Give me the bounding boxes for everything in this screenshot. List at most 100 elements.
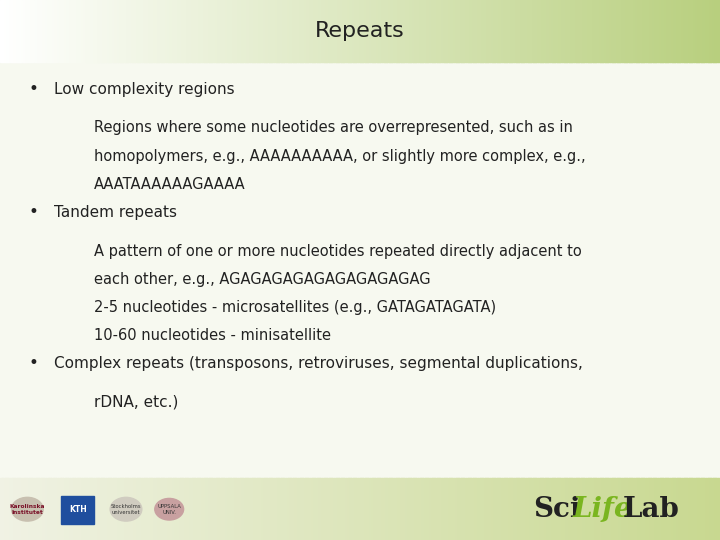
Bar	[264, 478, 267, 540]
Bar	[307, 478, 310, 540]
Bar	[585, 0, 589, 62]
Bar	[610, 478, 613, 540]
Bar	[686, 478, 690, 540]
Bar	[31, 478, 35, 540]
Bar	[230, 478, 233, 540]
Bar	[36, 0, 39, 62]
Bar	[0, 478, 3, 540]
Bar	[660, 0, 663, 62]
Bar	[31, 0, 35, 62]
Bar	[166, 478, 168, 540]
Bar	[81, 0, 85, 62]
Bar	[156, 0, 159, 62]
Bar	[84, 0, 87, 62]
Bar	[475, 478, 478, 540]
Bar	[300, 0, 303, 62]
Text: rDNA, etc.): rDNA, etc.)	[94, 395, 178, 410]
Bar	[545, 0, 548, 62]
Bar	[333, 478, 337, 540]
Bar	[410, 478, 413, 540]
Bar	[101, 0, 104, 62]
Bar	[362, 0, 366, 62]
Bar	[17, 0, 20, 62]
Bar	[353, 0, 356, 62]
Bar	[641, 478, 644, 540]
Bar	[466, 478, 469, 540]
Bar	[499, 0, 503, 62]
Bar	[65, 0, 68, 62]
Bar	[523, 478, 526, 540]
Bar	[607, 0, 611, 62]
Bar	[67, 0, 71, 62]
Bar	[161, 478, 164, 540]
Bar	[583, 0, 586, 62]
Text: •: •	[29, 80, 39, 98]
Bar	[322, 0, 325, 62]
Bar	[456, 0, 459, 62]
Bar	[554, 478, 557, 540]
Bar	[696, 478, 699, 540]
Bar	[250, 0, 253, 62]
Circle shape	[110, 497, 142, 521]
Text: 2-5 nucleotides - microsatellites (e.g., GATAGATAGATA): 2-5 nucleotides - microsatellites (e.g.,…	[94, 300, 496, 315]
Bar	[502, 478, 505, 540]
Bar	[122, 478, 125, 540]
Bar	[192, 478, 195, 540]
Bar	[562, 0, 564, 62]
Bar	[461, 478, 464, 540]
Bar	[50, 478, 53, 540]
Bar	[468, 478, 471, 540]
Bar	[437, 0, 440, 62]
Bar	[657, 478, 661, 540]
Bar	[459, 0, 462, 62]
Bar	[401, 0, 404, 62]
Bar	[394, 478, 397, 540]
Bar	[715, 478, 719, 540]
Bar	[621, 478, 625, 540]
Bar	[423, 0, 426, 62]
Bar	[387, 0, 390, 62]
Bar	[576, 0, 579, 62]
Bar	[243, 478, 246, 540]
Bar	[480, 478, 483, 540]
Bar	[533, 478, 536, 540]
Bar	[634, 478, 636, 540]
Bar	[139, 478, 143, 540]
Bar	[643, 0, 647, 62]
Bar	[261, 0, 265, 62]
Bar	[29, 478, 32, 540]
Bar	[103, 478, 107, 540]
Bar	[338, 0, 341, 62]
Bar	[492, 478, 495, 540]
Bar	[283, 0, 287, 62]
Bar	[168, 0, 171, 62]
Bar	[362, 478, 366, 540]
Bar	[605, 478, 608, 540]
Bar	[77, 0, 80, 62]
Bar	[547, 478, 550, 540]
Bar	[180, 0, 183, 62]
Bar	[706, 0, 708, 62]
Bar	[600, 0, 603, 62]
Bar	[261, 478, 265, 540]
Bar	[315, 0, 318, 62]
Bar	[91, 0, 94, 62]
Bar	[72, 0, 75, 62]
Bar	[86, 0, 89, 62]
Bar	[185, 478, 188, 540]
Bar	[24, 0, 27, 62]
Bar	[557, 478, 560, 540]
Bar	[7, 0, 10, 62]
Bar	[171, 0, 174, 62]
Bar	[598, 0, 600, 62]
Bar	[420, 478, 423, 540]
Bar	[74, 0, 78, 62]
Bar	[41, 0, 44, 62]
Bar	[379, 478, 382, 540]
Bar	[624, 478, 627, 540]
Bar	[326, 0, 330, 62]
Bar	[53, 478, 56, 540]
Bar	[662, 478, 665, 540]
Bar	[441, 478, 445, 540]
Bar	[125, 0, 128, 62]
